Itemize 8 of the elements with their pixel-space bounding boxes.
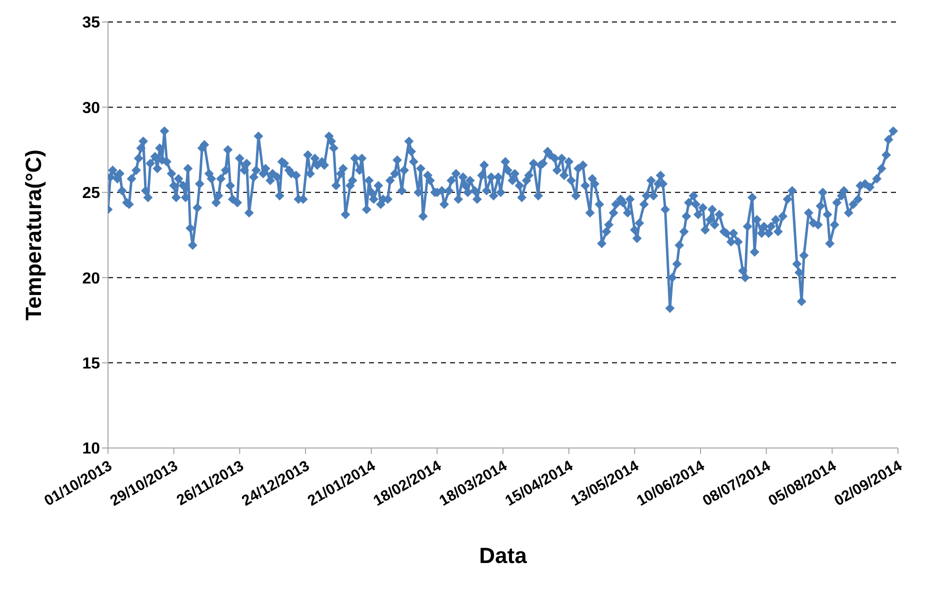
y-tick-label: 20 [82, 270, 100, 288]
y-tick-label: 25 [82, 185, 100, 202]
y-tick-label: 10 [82, 440, 100, 458]
y-tick-label: 15 [82, 355, 100, 372]
y-tick-label: 35 [82, 14, 100, 32]
y-tick-label: 30 [82, 100, 100, 117]
x-axis-title: Data [479, 543, 528, 568]
y-axis-title: Temperatura(°C) [20, 150, 46, 320]
